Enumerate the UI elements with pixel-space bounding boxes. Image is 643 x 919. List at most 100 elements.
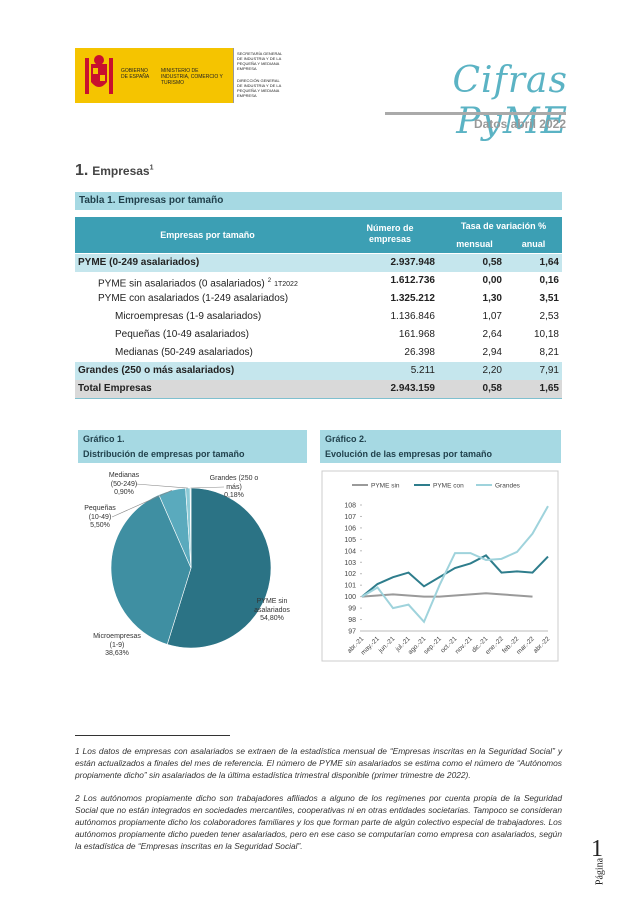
header-annual: anual: [521, 239, 546, 249]
row-value: 0,16: [539, 275, 559, 286]
page-number: 1: [591, 836, 603, 862]
header-rate: Tasa de variación %: [460, 221, 547, 231]
y-tick-label: 105: [344, 537, 356, 544]
pie-slice: [110, 494, 192, 645]
row-value: 1.136.846: [390, 311, 436, 322]
line-chart: 979899100101102103104105106107108abr.-21…: [321, 470, 559, 662]
logo: GOBIERNO DE ESPAÑA MINISTERIO DE INDUSTR…: [75, 48, 233, 103]
pie-label-value: 0,90%: [114, 489, 134, 496]
y-tick-label: 108: [344, 503, 356, 510]
pie-label-name: PYME sin asalariados: [254, 598, 290, 614]
footnote-number: 2: [75, 793, 80, 803]
pie-label-value: 38,63%: [105, 650, 129, 657]
table-row: Pequeñas (10-49 asalariados) 161.968 2,64 1…: [75, 326, 562, 345]
plot-frame: [321, 470, 559, 662]
chart1-label: Gráfico 1.: [83, 434, 125, 444]
row-label: PYME sin asalariados (0 asalariados) 21T2…: [98, 272, 298, 294]
row-label: Total Empresas: [78, 380, 152, 398]
leader-line: [190, 486, 225, 489]
y-tick-label: 98: [348, 617, 356, 624]
doc-subtitle: Datos abril 2022: [473, 117, 566, 131]
row-label-text: Total Empresas: [78, 383, 152, 394]
table-row: PYME (0-249 asalariados) 2.937.948 0,58 1,6…: [75, 254, 562, 273]
title-rule: [385, 112, 566, 115]
pie-label: Microempresas (1-9) 38,63%: [92, 633, 142, 659]
footnote-text: Los datos de empresas con asalariados se…: [75, 746, 563, 780]
pie-label-value: 5,50%: [90, 522, 110, 529]
section-title: 1. Empresas1: [75, 162, 154, 180]
table-row: Microempresas (1-9 asalariados) 1.136.846…: [75, 308, 562, 327]
section-text: Empresas: [92, 164, 150, 178]
row-value: 2,94: [482, 347, 502, 358]
footnote-rule: [75, 735, 230, 736]
legend-label: PYME con: [433, 483, 464, 490]
table-row: Grandes (250 o más asalariados) 5.211 2,20…: [75, 362, 562, 381]
row-value: 1,07: [482, 311, 502, 322]
chart2-header: Gráfico 2. Evolución de las empresas por…: [320, 430, 561, 463]
pie-label-name: Grandes (250 o más): [209, 475, 259, 491]
section-note: 1: [149, 164, 154, 172]
table-header: Empresas por tamaño Número de empresas T…: [75, 217, 562, 253]
pie-label: Grandes (250 o más) 0,18%: [209, 475, 259, 501]
series-line: [361, 505, 549, 624]
pie-label-value: 0,18%: [224, 492, 244, 499]
y-tick-label: 107: [344, 514, 356, 521]
header-label: Empresas por tamaño: [160, 230, 255, 240]
row-period: 1T2022: [274, 281, 298, 289]
y-tick-label: 104: [344, 548, 356, 555]
row-value: 26.398: [404, 347, 435, 358]
y-tick-label: 97: [348, 629, 356, 636]
row-label: Medianas (50-249 asalariados): [115, 344, 253, 362]
row-value: 0,58: [482, 257, 502, 268]
pie-label-name: Medianas (50-249): [108, 472, 140, 488]
chart2-label: Gráfico 2.: [325, 434, 367, 444]
row-label-text: PYME sin asalariados (0 asalariados): [98, 278, 265, 290]
chart2-title: Evolución de las empresas por tamaño: [325, 449, 493, 459]
leader-line: [111, 490, 173, 518]
leader-line: [135, 483, 188, 489]
header-monthly: mensual: [456, 239, 493, 249]
pie-label-name: Microempresas (1-9): [93, 633, 141, 649]
y-tick-label: 101: [344, 583, 356, 590]
row-value: 3,51: [539, 293, 559, 304]
legend-label: PYME sin: [371, 483, 400, 490]
doc-title: Cifras PyME: [452, 60, 568, 142]
row-value: 1.612.736: [390, 275, 436, 286]
logo-right: SECRETARÍA GENERAL DE INDUSTRIA Y DE LA …: [233, 48, 284, 103]
chart1-header: Gráfico 1. Distribución de empresas por …: [78, 430, 307, 463]
row-value: 0,00: [482, 275, 502, 286]
row-label: Pequeñas (10-49 asalariados): [115, 326, 249, 344]
gov-text: GOBIERNO DE ESPAÑA: [121, 68, 150, 80]
row-value: 1,64: [539, 257, 559, 268]
footnote-number: 1: [75, 746, 80, 756]
row-value: 0,58: [482, 383, 502, 394]
row-label: Grandes (250 o más asalariados): [78, 362, 234, 380]
table-row: PYME con asalariados (1-249 asalariados)…: [75, 290, 562, 309]
row-value: 2,20: [482, 365, 502, 376]
row-value: 7,91: [539, 365, 559, 376]
pie-label: PYME sin asalariados 54,80%: [247, 598, 297, 624]
row-value: 10,18: [533, 329, 559, 340]
row-value: 161.968: [398, 329, 435, 340]
row-value: 2,64: [482, 329, 502, 340]
pie-chart: [110, 483, 272, 649]
pie-label: Medianas (50-249) 0,90%: [104, 472, 144, 498]
footnote-text: Los autónomos propiamente dicho son trab…: [75, 793, 562, 851]
row-note: 2: [267, 278, 272, 284]
pie-label-name: Pequeñas (10-49): [84, 505, 116, 521]
row-label-text: Pequeñas (10-49 asalariados): [115, 329, 249, 340]
row-value: 2.943.159: [390, 383, 436, 394]
table-row: Medianas (50-249 asalariados) 26.398 2,94 8…: [75, 344, 562, 363]
y-tick-label: 106: [344, 525, 356, 532]
crest: [85, 55, 113, 94]
y-tick-label: 100: [344, 594, 356, 601]
row-value: 1.325.212: [390, 293, 436, 304]
row-label-text: PYME (0-249 asalariados): [78, 257, 200, 268]
row-label-text: PYME con asalariados (1-249 asalariados): [98, 293, 289, 304]
row-label-text: Grandes (250 o más asalariados): [78, 365, 235, 376]
series-line: [361, 592, 533, 598]
row-value: 2,53: [539, 311, 559, 322]
section-number: 1.: [75, 162, 89, 179]
secretaria-text: SECRETARÍA GENERAL DE INDUSTRIA Y DE LA …: [237, 51, 283, 71]
chart1-title: Distribución de empresas por tamaño: [83, 449, 245, 459]
